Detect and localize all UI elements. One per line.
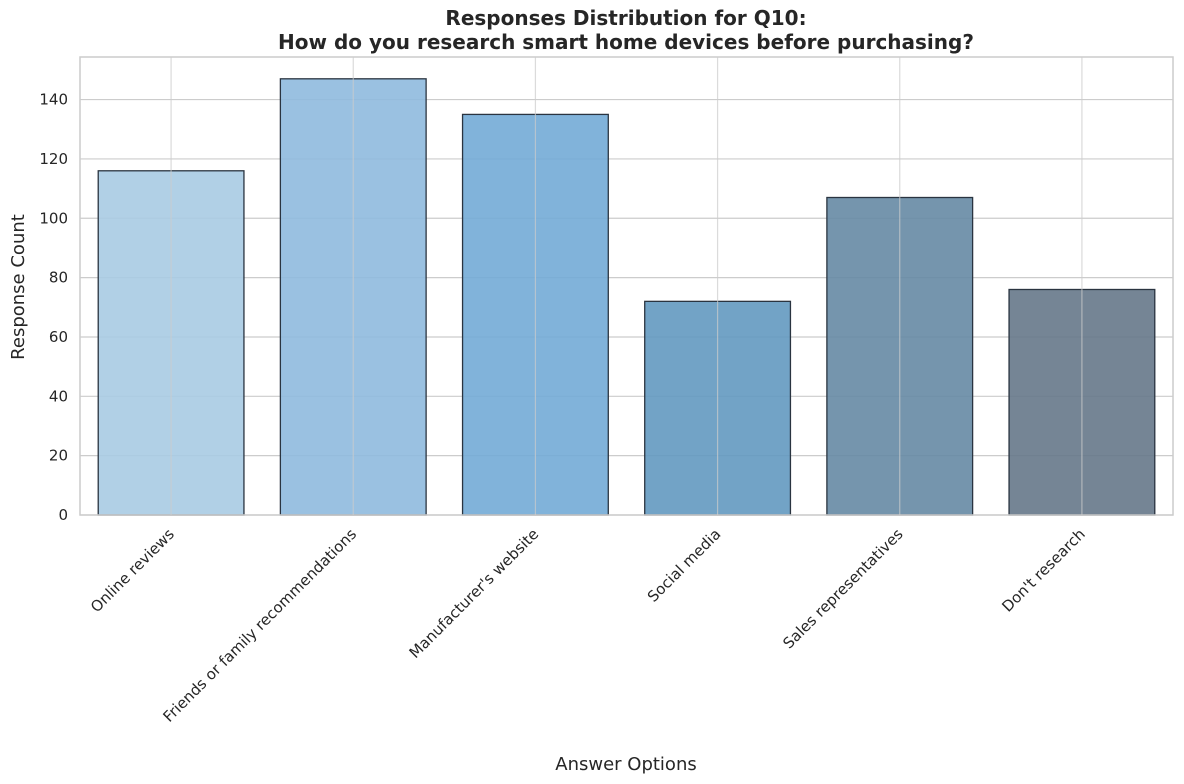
y-axis-ticks: 0 20 40 60 80 100 120 140 [39, 91, 68, 524]
y-tick-label: 40 [49, 387, 68, 405]
grid-lines [80, 98, 1173, 516]
chart-title-line2: How do you research smart home devices b… [278, 30, 974, 54]
x-tick-label: Social media [644, 525, 725, 606]
y-tick-label: 60 [49, 328, 68, 346]
x-tick-label: Online reviews [87, 525, 178, 616]
vertical-grid-lines [170, 57, 1083, 515]
y-tick-label: 120 [39, 150, 68, 168]
y-tick-label: 20 [49, 447, 68, 465]
x-tick-label: Don't research [998, 525, 1088, 615]
y-axis-label: Response Count [8, 214, 29, 360]
chart-title-line1: Responses Distribution for Q10: [445, 6, 806, 30]
x-tick-label: Friends or family recommendations [160, 525, 361, 726]
y-tick-label: 0 [58, 506, 68, 524]
y-tick-label: 140 [39, 91, 68, 109]
x-tick-label: Manufacturer's website [406, 525, 543, 662]
x-tick-label: Sales representatives [779, 525, 906, 652]
y-tick-label: 100 [39, 209, 68, 227]
bars [97, 78, 1156, 516]
y-tick-label: 80 [49, 269, 68, 287]
x-axis-label: Answer Options [555, 754, 696, 775]
plot-frame [79, 56, 1174, 516]
